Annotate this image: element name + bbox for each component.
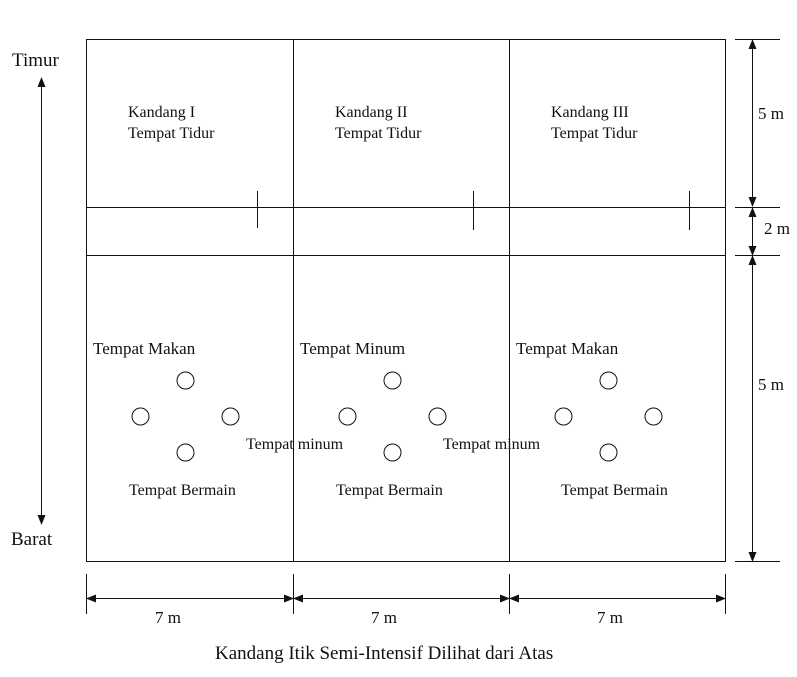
pen-2-sleep-label: Kandang II Tempat Tidur [335, 102, 421, 144]
pen-3-sleep: Tempat Tidur [551, 125, 638, 142]
feeder-circle [428, 407, 447, 426]
pen-1-name: Kandang I [128, 104, 196, 121]
feeder-circle [221, 407, 240, 426]
dim-label-aisle: 2 m [764, 219, 790, 238]
pen-1-sleep-label: Kandang I Tempat Tidur [128, 102, 214, 144]
feeder-circle [176, 443, 195, 462]
feeder-circle [383, 371, 402, 390]
dim-label-width-3: 7 m [597, 608, 623, 627]
pen-3-sleep-label: Kandang III Tempat Tidur [551, 102, 637, 144]
dim-label-width-1: 7 m [155, 608, 181, 627]
pen-2-name: Kandang II [335, 104, 408, 121]
pen-outline [86, 39, 726, 562]
feeder-circle [338, 407, 357, 426]
pen-2-sleep: Tempat Tidur [335, 125, 422, 142]
feeder-circle [131, 407, 150, 426]
pen-1-play-label: Tempat Bermain [129, 482, 236, 499]
pen-1-sleep: Tempat Tidur [128, 125, 215, 142]
feeder-circle [383, 443, 402, 462]
pen-3-name: Kandang III [551, 104, 629, 121]
pen-2-play-label: Tempat Bermain [336, 482, 443, 499]
drinking-label-2: Tempat minum [443, 436, 541, 453]
pen-3-zone-label: Tempat Makan [516, 339, 619, 358]
feeder-circle [599, 443, 618, 462]
pen-1-zone-label: Tempat Makan [93, 339, 196, 358]
compass-top-label: Timur [12, 50, 59, 71]
dim-label-width-2: 7 m [371, 608, 397, 627]
feeder-circle [554, 407, 573, 426]
diagram-caption: Kandang Itik Semi-Intensif Dilihat dari … [215, 643, 554, 664]
feeder-circle [599, 371, 618, 390]
feeder-circle [644, 407, 663, 426]
dim-label-yard: 5 m [758, 375, 784, 394]
drinking-label-1: Tempat minum [246, 436, 344, 453]
pen-3-play-label: Tempat Bermain [561, 482, 668, 499]
dim-label-sleep: 5 m [758, 104, 784, 123]
feeder-circle [176, 371, 195, 390]
compass-bottom-label: Barat [11, 529, 53, 550]
pen-2-zone-label: Tempat Minum [300, 339, 406, 358]
